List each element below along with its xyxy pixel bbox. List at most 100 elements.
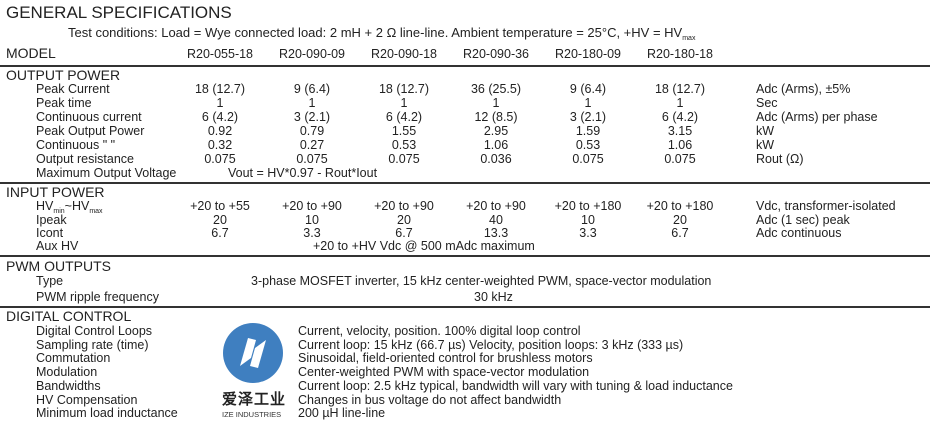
test-conditions: Test conditions: Load = Wye connected lo…	[68, 25, 696, 43]
cell-value: 6 (4.2)	[661, 110, 699, 124]
cell-value: 6.7	[671, 226, 689, 240]
row-value: Current, velocity, position. 100% digita…	[298, 324, 581, 338]
cell-value: 0.075	[664, 152, 696, 166]
cell-value: 1	[584, 96, 592, 110]
cell-value: 0.075	[296, 152, 328, 166]
cell-value: 1.06	[483, 138, 509, 152]
test-conditions-text: Test conditions: Load = Wye connected lo…	[68, 25, 683, 40]
model-label: MODEL	[6, 45, 56, 61]
cell-value: +20 to +90	[466, 199, 526, 213]
cell-value: 1.59	[575, 124, 601, 138]
cell-value: +20 to +180	[554, 199, 622, 213]
row-label: Commutation	[36, 351, 111, 366]
row-label: Output resistance	[36, 152, 134, 166]
aux-hv-value: +20 to +HV Vdc @ 500 mAdc maximum	[313, 239, 535, 253]
page-title: GENERAL SPECIFICATIONS	[6, 3, 232, 22]
row-label: HV Compensation	[36, 392, 138, 407]
row-unit: Vdc, transformer-isolated	[756, 199, 896, 213]
hv-a: HV	[36, 199, 54, 213]
row-label: Peak time	[36, 96, 92, 110]
row-label: Peak Current	[36, 82, 110, 96]
cell-value: 1	[492, 96, 500, 110]
divider	[0, 65, 930, 67]
cell-value: 0.075	[204, 152, 236, 166]
model-header: R20-090-36	[462, 47, 530, 61]
row-label: Minimum load inductance	[36, 406, 178, 421]
cell-value: 1	[308, 96, 316, 110]
row-value: 200 µH line-line	[298, 406, 386, 421]
cell-value: 3.3	[579, 226, 597, 240]
pwm-ripple-label: PWM ripple frequency	[36, 290, 159, 304]
cell-value: 6.7	[211, 226, 229, 240]
aux-hv-label: Aux HV	[36, 239, 79, 253]
cell-value: 1	[400, 96, 408, 110]
row-label: Peak Output Power	[36, 124, 145, 138]
row-unit: Adc (1 sec) peak	[756, 212, 850, 227]
cell-value: 36 (25.5)	[470, 82, 522, 96]
max-output-voltage-value: Vout = HV*0.97 - Rout*Iout	[228, 166, 378, 180]
row-label: Continuous current	[36, 110, 142, 124]
row-unit: Adc (Arms), ±5%	[756, 82, 851, 96]
hv-b-sub: max	[89, 208, 103, 215]
cell-value: +20 to +90	[282, 199, 342, 213]
cell-value: 0.036	[480, 152, 512, 166]
pwm-type-label: Type	[36, 274, 64, 288]
cell-value: 0.79	[299, 124, 325, 138]
input-power-heading: INPUT POWER	[6, 184, 105, 200]
cell-value: +20 to +55	[190, 199, 250, 213]
row-unit: Adc continuous	[756, 226, 842, 240]
hv-sep: ~HV	[64, 199, 90, 213]
hv-range-label: HVmin~HVmax	[36, 200, 103, 215]
cell-value: 18 (12.7)	[654, 82, 706, 96]
watermark-logo-icon	[223, 323, 283, 383]
pwm-ripple-value: 30 kHz	[474, 290, 513, 304]
cell-value: 0.53	[575, 138, 601, 152]
pwm-outputs-heading: PWM OUTPUTS	[6, 258, 111, 274]
watermark-en: IZE INDUSTRIES	[222, 410, 282, 419]
model-header: R20-180-18	[646, 47, 714, 61]
row-label: Modulation	[36, 365, 98, 380]
model-header: R20-180-09	[554, 47, 622, 61]
model-header: R20-090-18	[370, 47, 438, 61]
cell-value: 9 (6.4)	[569, 82, 607, 96]
row-label: Ipeak	[36, 212, 67, 227]
row-value: Sinusoidal, field-oriented control for b…	[298, 351, 593, 366]
cell-value: 0.075	[388, 152, 420, 166]
watermark-cn: 爱泽工业	[222, 391, 287, 408]
pwm-type-value: 3-phase MOSFET inverter, 15 kHz center-w…	[251, 274, 712, 288]
row-value: Center-weighted PWM with space-vector mo…	[298, 365, 590, 380]
digital-control-heading: DIGITAL CONTROL	[6, 308, 132, 324]
output-power-heading: OUTPUT POWER	[6, 67, 121, 83]
row-unit: Sec	[756, 96, 778, 110]
cell-value: +20 to +90	[374, 199, 434, 213]
model-header: R20-055-18	[186, 47, 254, 61]
row-label: Icont	[36, 226, 64, 240]
cell-value: 40	[489, 212, 503, 227]
cell-value: 20	[673, 212, 687, 227]
cell-value: 1	[676, 96, 684, 110]
cell-value: 1.55	[391, 124, 417, 138]
row-unit: kW	[756, 138, 775, 152]
row-unit: Adc (Arms) per phase	[756, 110, 878, 124]
cell-value: 3 (2.1)	[293, 110, 331, 124]
max-output-voltage-label: Maximum Output Voltage	[36, 166, 177, 180]
cell-value: 12 (8.5)	[474, 110, 518, 124]
cell-value: 20	[213, 212, 227, 227]
model-header: R20-090-09	[278, 47, 346, 61]
cell-value: 1	[216, 96, 224, 110]
row-label: Digital Control Loops	[36, 324, 153, 338]
divider	[0, 182, 930, 184]
row-value: Changes in bus voltage do not affect ban…	[298, 392, 562, 407]
row-label: Sampling rate (time)	[36, 337, 149, 352]
hv-a-sub: min	[53, 208, 65, 215]
cell-value: 0.27	[299, 138, 325, 152]
cell-value: 0.53	[391, 138, 417, 152]
cell-value: 3.3	[303, 226, 321, 240]
test-conditions-sub: max	[682, 35, 696, 42]
cell-value: 6 (4.2)	[385, 110, 423, 124]
row-label: Bandwidths	[36, 378, 101, 393]
cell-value: 18 (12.7)	[378, 82, 430, 96]
cell-value: 10	[305, 212, 319, 227]
cell-value: 13.3	[483, 226, 509, 240]
cell-value: 6 (4.2)	[201, 110, 239, 124]
